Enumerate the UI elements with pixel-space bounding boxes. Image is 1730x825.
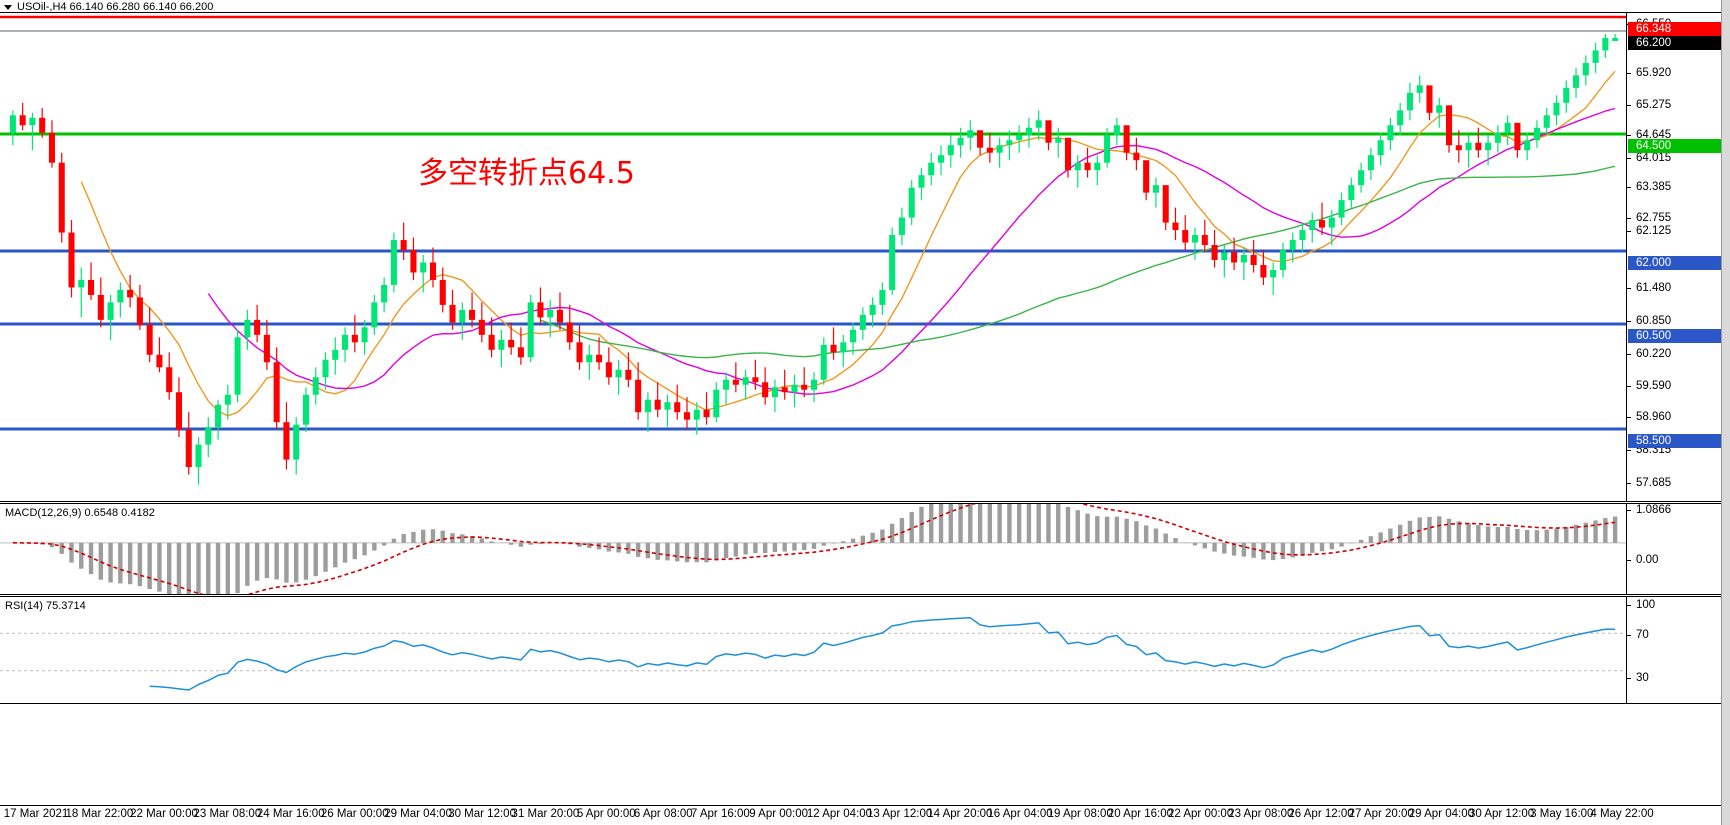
time-axis-tick: 19 Apr 08:00: [1047, 808, 1113, 820]
time-axis-tick: 7 Apr 16:00: [690, 808, 750, 820]
time-axis-tick: 24 Mar 16:00: [256, 808, 325, 820]
time-axis-tick: 29 Mar 04:00: [384, 808, 452, 820]
time-axis-tick: 13 Apr 12:00: [867, 808, 933, 820]
level-tag-64500: 64.500: [1628, 139, 1721, 153]
axis-tick-label: 61.480: [1627, 282, 1671, 294]
time-axis-tick: 22 Apr 00:00: [1168, 808, 1234, 820]
time-axis-tick: 14 Apr 20:00: [927, 808, 993, 820]
axis-tick-label: 63.385: [1627, 181, 1671, 193]
time-axis-tick: 30 Mar 12:00: [448, 808, 516, 820]
time-axis-tick: 31 Mar 20:00: [511, 808, 580, 820]
vertical-scrollbar[interactable]: [1721, 0, 1730, 825]
axis-tick-label: 100: [1627, 599, 1655, 611]
time-axis-tick: 6 Apr 08:00: [633, 808, 693, 820]
rsi-plot-area[interactable]: [0, 597, 1626, 703]
axis-tick-label: 65.920: [1627, 67, 1671, 79]
time-axis-tick: 26 Mar 00:00: [320, 808, 389, 820]
price-axis[interactable]: 66.55065.92065.27564.64564.01563.38562.7…: [1626, 13, 1722, 521]
time-axis-tick: 23 Apr 08:00: [1228, 808, 1294, 820]
price-plot-area[interactable]: [0, 13, 1626, 501]
axis-tick-label: 57.685: [1627, 477, 1671, 489]
bid-price-tag: 66.200: [1628, 36, 1721, 50]
level-tag-62000: 62.000: [1628, 256, 1721, 270]
axis-tick-label: 62.755: [1627, 212, 1671, 224]
time-axis-tick: 27 Apr 20:00: [1348, 808, 1414, 820]
triangle-down-icon[interactable]: [4, 4, 12, 10]
time-axis[interactable]: 17 Mar 2021 18 Mar 22:00 22 Mar 00:00 23 Ma…: [0, 805, 1722, 825]
axis-tick-label: 60.850: [1627, 315, 1671, 327]
axis-tick-label: 59.590: [1627, 380, 1671, 392]
time-axis-tick: 29 Apr 04:00: [1408, 808, 1475, 820]
level-tag-60500: 60.500: [1628, 329, 1721, 343]
axis-tick-label: 1.0866: [1627, 504, 1671, 516]
axis-tick-label: 64.015: [1627, 152, 1671, 164]
time-axis-tick: 16 Apr 04:00: [987, 808, 1053, 820]
chart-annotation-text: 多空转折点64.5: [418, 156, 635, 191]
time-axis-tick: 22 Mar 00:00: [130, 808, 198, 820]
time-axis-tick: 23 Mar 08:00: [193, 808, 262, 820]
macd-plot-area[interactable]: [0, 504, 1626, 594]
time-axis-tick: 18 Mar 22:00: [65, 808, 134, 820]
time-axis-tick: 20 Apr 16:00: [1107, 808, 1174, 820]
ask-price-tag: 66.348: [1628, 22, 1721, 36]
axis-tick-label: 30: [1627, 672, 1649, 684]
axis-tick-label: 60.220: [1627, 348, 1671, 360]
axis-tick-label: 62.125: [1627, 225, 1671, 237]
time-axis-tick: 9 Apr 00:00: [749, 808, 809, 820]
axis-tick-label: 64.645: [1627, 129, 1671, 141]
time-axis-tick: 3 May 16:00: [1530, 808, 1594, 820]
macd-indicator-panel: MACD(12,26,9) 0.6548 0.4182 1.08660.00-1…: [0, 503, 1722, 614]
axis-tick-label: 70: [1627, 629, 1649, 641]
axis-tick-label: 0.00: [1627, 554, 1658, 566]
time-axis-tick: 26 Apr 12:00: [1288, 808, 1354, 820]
price-chart-panel: 66.55065.92065.27564.64564.01563.38562.7…: [0, 12, 1722, 521]
macd-label: MACD(12,26,9) 0.6548 0.4182: [5, 507, 155, 519]
time-axis-tick: 12 Apr 04:00: [806, 808, 873, 820]
rsi-axis[interactable]: 100 70 30: [1626, 597, 1722, 703]
time-axis-tick: 4 May 22:00: [1590, 808, 1654, 820]
chart-title-bar: USOil-,H4 66.140 66.280 66.140 66.200: [0, 0, 213, 14]
time-axis-tick: 17 Mar 2021: [3, 808, 69, 820]
symbol-ohlc-label: USOil-,H4 66.140 66.280 66.140 66.200: [17, 1, 214, 13]
rsi-indicator-panel: RSI(14) 75.3714 100 70 30: [0, 596, 1722, 704]
time-axis-tick: 5 Apr 00:00: [576, 808, 636, 820]
rsi-label: RSI(14) 75.3714: [5, 600, 86, 612]
axis-tick-label: 65.275: [1627, 99, 1671, 111]
axis-tick-label: 58.960: [1627, 411, 1671, 423]
time-axis-tick: 30 Apr 12:00: [1468, 808, 1535, 820]
level-tag-58500: 58.500: [1628, 434, 1721, 448]
